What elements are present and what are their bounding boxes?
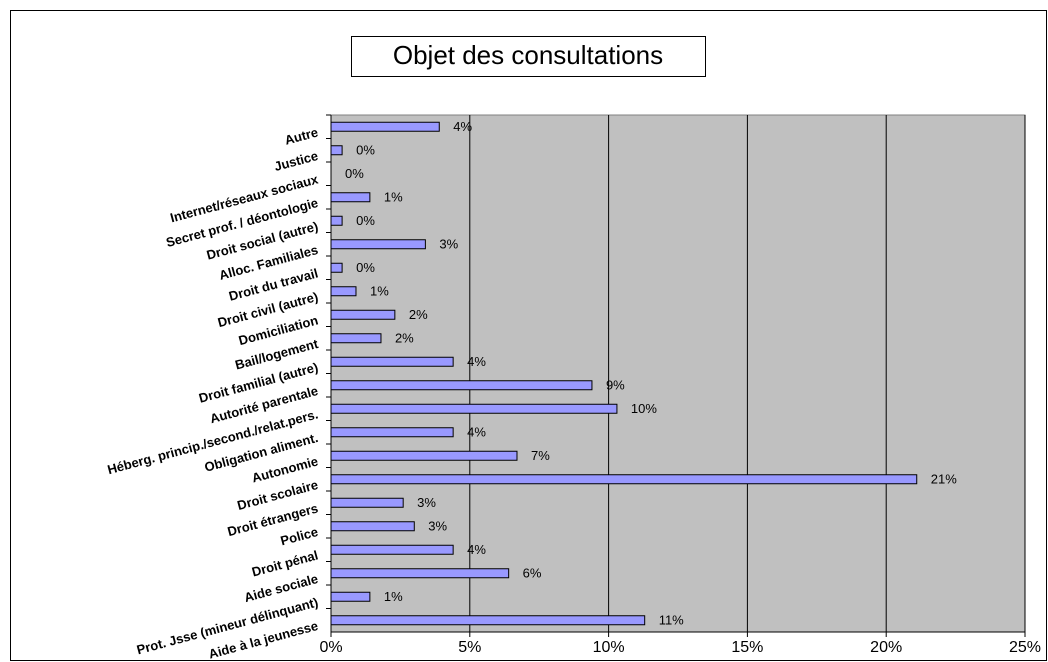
value-label: 11% [659, 613, 684, 628]
value-label: 4% [467, 425, 486, 440]
value-label: 2% [409, 307, 428, 322]
value-label: 4% [453, 119, 472, 134]
bar [330, 192, 371, 203]
value-label: 7% [531, 448, 550, 463]
bar [330, 121, 440, 132]
bar [330, 474, 918, 485]
bar [330, 356, 454, 367]
x-tick-label: 5% [458, 639, 481, 656]
value-label: 9% [606, 378, 625, 393]
value-label: 0% [356, 260, 375, 275]
bar [330, 145, 343, 156]
bar [330, 380, 593, 391]
x-tick-label: 10% [593, 639, 625, 656]
value-label: 1% [384, 589, 403, 604]
bar [330, 591, 371, 602]
title-box [351, 36, 706, 77]
bar [330, 215, 343, 226]
value-label: 4% [467, 354, 486, 369]
bar [330, 239, 426, 250]
bar [330, 403, 618, 414]
x-tick-label: 0% [319, 639, 342, 656]
x-tick-label: 15% [731, 639, 763, 656]
value-label: 1% [384, 190, 403, 205]
bar [330, 450, 518, 461]
value-label: 10% [631, 401, 657, 416]
value-label: 0% [345, 166, 364, 181]
value-label: 1% [370, 284, 389, 299]
bar [330, 309, 396, 320]
bar [330, 615, 646, 626]
value-label: 4% [467, 542, 486, 557]
x-tick-label: 20% [870, 639, 902, 656]
value-label: 3% [439, 237, 458, 252]
bar [330, 497, 404, 508]
value-label: 3% [428, 519, 447, 534]
value-label: 0% [356, 213, 375, 228]
value-label: 21% [931, 472, 957, 487]
bar [330, 333, 382, 344]
bar [330, 286, 357, 297]
bar [330, 568, 510, 579]
x-tick-label: 25% [1009, 639, 1041, 656]
value-label: 0% [356, 143, 375, 158]
bar [330, 521, 415, 532]
bar [330, 544, 454, 555]
chart-title: Objet des consultations [393, 40, 663, 70]
value-label: 2% [395, 331, 414, 346]
bar [330, 427, 454, 438]
value-label: 3% [417, 495, 436, 510]
bar [330, 262, 343, 273]
value-label: 6% [523, 566, 542, 581]
